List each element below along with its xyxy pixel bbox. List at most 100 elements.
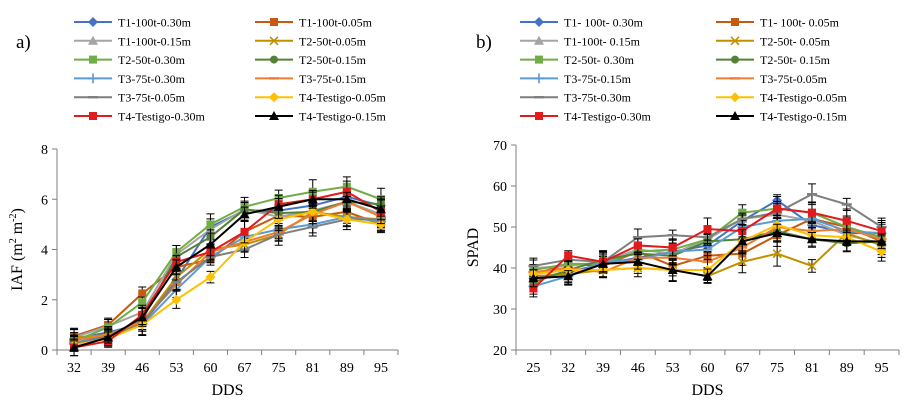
legend-entry-t1-100t-0-15m: T1-100t-0.15m	[74, 34, 192, 48]
data-point	[307, 206, 318, 217]
y-tick-label: 4	[41, 244, 48, 259]
series-line	[73, 218, 381, 345]
series-t2-50t-0-30m	[70, 176, 385, 347]
y-axis-title-superscript: -2	[8, 213, 19, 221]
series-line	[73, 215, 382, 344]
legend-marker	[535, 55, 543, 64]
legend-entry-t3-75t-0-15m: T3-75t-0.15m	[520, 72, 632, 86]
data-point	[806, 193, 817, 196]
legend-label: T3-75t-0.05m	[760, 72, 828, 86]
x-tick-label: 75	[770, 361, 784, 376]
legend-label: T2-50t- 0.30m	[564, 53, 635, 67]
series-t4-testigo-0-15m	[528, 223, 887, 288]
legend-marker	[730, 111, 740, 120]
panel-a-chart: a) T1-100t-0.30m T1-100t-0.05m T1-100t-0.15…	[8, 16, 399, 399]
legend-label: T4-Testigo-0.15m	[299, 110, 386, 124]
y-tick-label: 8	[41, 143, 48, 158]
legend-label: T3-75t-0.30m	[564, 91, 632, 105]
data-point	[877, 227, 886, 236]
legend-marker	[731, 55, 739, 64]
legend-label: T2-50t- 0.15m	[760, 53, 831, 67]
data-point	[138, 289, 147, 298]
legend-marker	[730, 36, 740, 46]
legend-label: T3-75t-0.30m	[118, 72, 186, 86]
data-point	[633, 241, 642, 250]
panel-label: a)	[16, 32, 31, 53]
data-point	[69, 342, 80, 352]
data-point	[171, 294, 182, 305]
data-point	[563, 271, 574, 281]
legend-entry-t4-testigo-0-15m: T4-Testigo-0.15m	[255, 110, 386, 124]
data-point	[668, 243, 677, 252]
data-point	[273, 201, 284, 211]
legend-entry-t1-100t-0-30m: T1-100t-0.30m	[74, 16, 192, 30]
x-tick-label: 53	[169, 361, 183, 376]
data-point	[772, 228, 783, 238]
data-point	[171, 262, 182, 272]
legend-entry-t4-testigo-0-05m: T4-Testigo-0.05m	[255, 91, 386, 105]
data-point	[171, 280, 182, 284]
data-point	[772, 249, 782, 259]
y-tick-label: 40	[493, 262, 507, 277]
panel-b-chart: b) T1- 100t- 0.30m T1- 100t- 0.05m T1-100t-…	[465, 16, 900, 399]
series-line	[73, 210, 382, 346]
legend-label: T4-Testigo-0.05m	[299, 91, 386, 105]
data-point	[375, 204, 386, 214]
data-point	[807, 261, 817, 271]
legend-entry-t4-testigo-0-30m: T4-Testigo-0.30m	[74, 110, 205, 124]
legend-label: T2-50t-0.15m	[299, 53, 367, 67]
data-point	[703, 225, 712, 234]
data-point	[667, 256, 678, 259]
legend-marker	[269, 92, 279, 103]
legend-marker	[730, 77, 740, 80]
x-tick-label: 95	[374, 361, 388, 376]
y-tick-label: 60	[493, 180, 507, 195]
legend-label: T2-50t-0.05m	[299, 34, 367, 48]
data-point	[205, 239, 216, 249]
legend-label: T4-Testigo-0.30m	[118, 110, 205, 124]
y-axis-title-part: )	[9, 208, 26, 213]
legend-label: T3-75t-0.05m	[118, 91, 186, 105]
legend-entry-t2-50t-0-15m: T2-50t- 0.15m	[716, 53, 831, 67]
x-axis-title: DDS	[211, 382, 243, 399]
legend-marker	[270, 18, 278, 26]
x-tick-label: 32	[561, 361, 575, 376]
data-point	[737, 236, 748, 246]
legend-marker	[269, 111, 279, 120]
data-point	[205, 272, 216, 283]
legend-entry-t4-testigo-0-05m: T4-Testigo-0.05m	[716, 91, 847, 105]
data-point	[528, 264, 539, 268]
data-point	[239, 209, 250, 219]
data-point	[702, 271, 713, 281]
x-axis-title: DDS	[691, 382, 723, 399]
legend-marker	[88, 17, 98, 27]
data-point	[632, 256, 643, 266]
legend-entry-t3-75t-0-30m: T3-75t-0.30m	[74, 72, 186, 86]
legend-label: T4-Testigo-0.05m	[760, 91, 847, 105]
legend-label: T4-Testigo-0.15m	[760, 110, 847, 124]
data-point	[528, 273, 539, 283]
legend-marker	[534, 35, 544, 45]
y-axis-title: IAF (m2 m-2)	[8, 208, 26, 291]
data-point	[807, 208, 816, 217]
data-point	[137, 312, 148, 322]
x-tick-label: 25	[526, 361, 540, 376]
y-axis-title-superscript: 2	[8, 238, 19, 243]
legend-entry-t3-75t-0-05m: T3-75t-0.05m	[716, 72, 828, 86]
legend-entry-t1-100t-0-15m: T1-100t- 0.15m	[520, 34, 641, 48]
x-tick-label: 81	[805, 361, 819, 376]
legend-entry-t2-50t-0-15m: T2-50t-0.15m	[255, 53, 367, 67]
legend-entry-t2-50t-0-30m: T2-50t- 0.30m	[520, 53, 635, 67]
y-axis-title: SPAD	[465, 228, 482, 267]
legend-marker	[89, 55, 97, 64]
x-tick-label: 67	[238, 361, 252, 376]
data-point	[737, 257, 747, 267]
data-point	[307, 194, 318, 204]
legend-entry-t2-50t-0-05m: T2-50t- 0.05m	[716, 34, 831, 48]
legend-label: T1-100t-0.30m	[118, 16, 192, 30]
x-tick-label: 60	[203, 361, 217, 376]
legend-entry-t4-testigo-0-15m: T4-Testigo-0.15m	[716, 110, 847, 124]
legend-marker	[534, 17, 544, 27]
data-point	[240, 227, 249, 236]
data-point	[632, 236, 643, 239]
